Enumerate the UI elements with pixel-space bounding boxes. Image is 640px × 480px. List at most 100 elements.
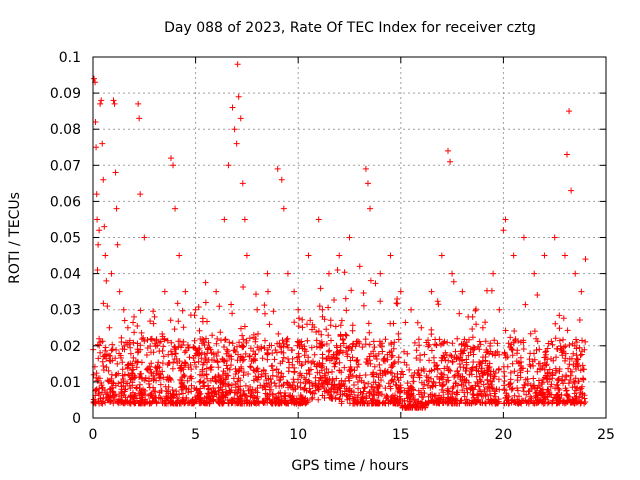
- data-point: [114, 241, 121, 248]
- y-tick-label: 0.05: [50, 231, 81, 247]
- y-tick-label: 0.01: [50, 375, 81, 391]
- data-point: [496, 306, 503, 313]
- data-point: [428, 288, 435, 295]
- data-point: [578, 288, 585, 295]
- data-point: [418, 324, 425, 331]
- axis-ticks: [92, 56, 607, 419]
- y-tick-label: 0.02: [50, 339, 81, 355]
- data-point: [568, 187, 575, 194]
- y-tick-label: 0.04: [50, 267, 81, 283]
- data-point: [98, 97, 105, 104]
- data-point: [520, 234, 527, 241]
- y-tick-label: 0: [72, 411, 81, 427]
- data-point: [264, 270, 271, 277]
- data-point: [124, 324, 131, 331]
- data-point: [243, 252, 250, 259]
- data-point: [438, 252, 445, 259]
- data-point: [111, 100, 118, 107]
- data-point: [346, 234, 353, 241]
- data-point: [291, 288, 298, 295]
- data-point: [284, 270, 291, 277]
- data-point: [280, 205, 287, 212]
- data-point: [479, 324, 486, 331]
- y-tick-label: 0.08: [50, 122, 81, 138]
- data-point: [202, 299, 209, 306]
- data-point: [241, 216, 248, 223]
- data-point: [377, 270, 384, 277]
- data-point: [541, 252, 548, 259]
- data-point: [572, 270, 579, 277]
- data-point: [237, 115, 244, 122]
- y-tick-label: 0.07: [50, 158, 81, 174]
- data-point: [231, 126, 238, 133]
- x-tick-label: 5: [191, 427, 200, 443]
- data-point: [500, 227, 507, 234]
- data-point: [278, 176, 285, 183]
- data-point: [356, 263, 363, 270]
- data-point: [172, 205, 179, 212]
- data-point: [108, 270, 115, 277]
- y-tick-label: 0.1: [59, 50, 81, 66]
- y-axis-label: ROTI / TECUs: [7, 192, 23, 284]
- data-point: [566, 108, 573, 115]
- data-point: [336, 252, 343, 259]
- data-point: [305, 252, 312, 259]
- data-point: [94, 216, 101, 223]
- data-point: [91, 75, 98, 82]
- data-point: [235, 93, 242, 100]
- data-point: [531, 270, 538, 277]
- data-point: [97, 100, 104, 107]
- x-tick-label: 25: [597, 427, 615, 443]
- y-tick-label: 0.03: [50, 303, 81, 319]
- data-point: [110, 97, 117, 104]
- data-point: [93, 144, 100, 151]
- data-points: [91, 61, 589, 331]
- data-point: [490, 270, 497, 277]
- data-point: [96, 227, 103, 234]
- data-point: [170, 162, 177, 169]
- data-point: [469, 313, 476, 320]
- dense-point-cloud: [90, 267, 589, 411]
- data-point: [102, 252, 109, 259]
- data-point: [93, 191, 100, 198]
- data-point: [502, 216, 509, 223]
- data-point: [367, 205, 374, 212]
- data-point: [551, 234, 558, 241]
- x-tick-label: 10: [289, 427, 307, 443]
- data-point: [101, 223, 108, 230]
- data-point: [229, 104, 236, 111]
- data-point: [100, 176, 107, 183]
- data-point: [364, 180, 371, 187]
- data-point: [112, 169, 119, 176]
- data-point: [141, 234, 148, 241]
- data-point: [192, 306, 199, 313]
- data-point: [325, 270, 332, 277]
- data-point: [161, 288, 168, 295]
- data-point: [135, 100, 142, 107]
- data-point: [295, 306, 302, 313]
- x-tick-labels: 0 5 10 15 20 25: [89, 427, 615, 443]
- data-point: [387, 252, 394, 259]
- data-point: [459, 288, 466, 295]
- data-point: [315, 216, 322, 223]
- x-tick-label: 15: [392, 427, 410, 443]
- data-point: [95, 241, 102, 248]
- y-tick-labels: 0 0.01 0.02 0.03 0.04 0.05 0.06 0.07 0.08 0.09 0.1: [50, 50, 81, 427]
- data-point: [444, 147, 451, 154]
- data-point: [582, 256, 589, 263]
- data-point: [136, 115, 143, 122]
- data-point: [274, 165, 281, 172]
- data-point: [234, 61, 241, 68]
- data-point: [176, 252, 183, 259]
- y-tick-label: 0.06: [50, 194, 81, 210]
- data-point: [564, 151, 571, 158]
- data-point: [239, 180, 246, 187]
- x-tick-label: 20: [494, 427, 512, 443]
- data-point: [561, 252, 568, 259]
- chart-title: Day 088 of 2023, Rate Of TEC Index for r…: [164, 20, 536, 36]
- data-point: [104, 303, 111, 310]
- data-point: [233, 140, 240, 147]
- data-point: [103, 277, 110, 284]
- data-point: [408, 306, 415, 313]
